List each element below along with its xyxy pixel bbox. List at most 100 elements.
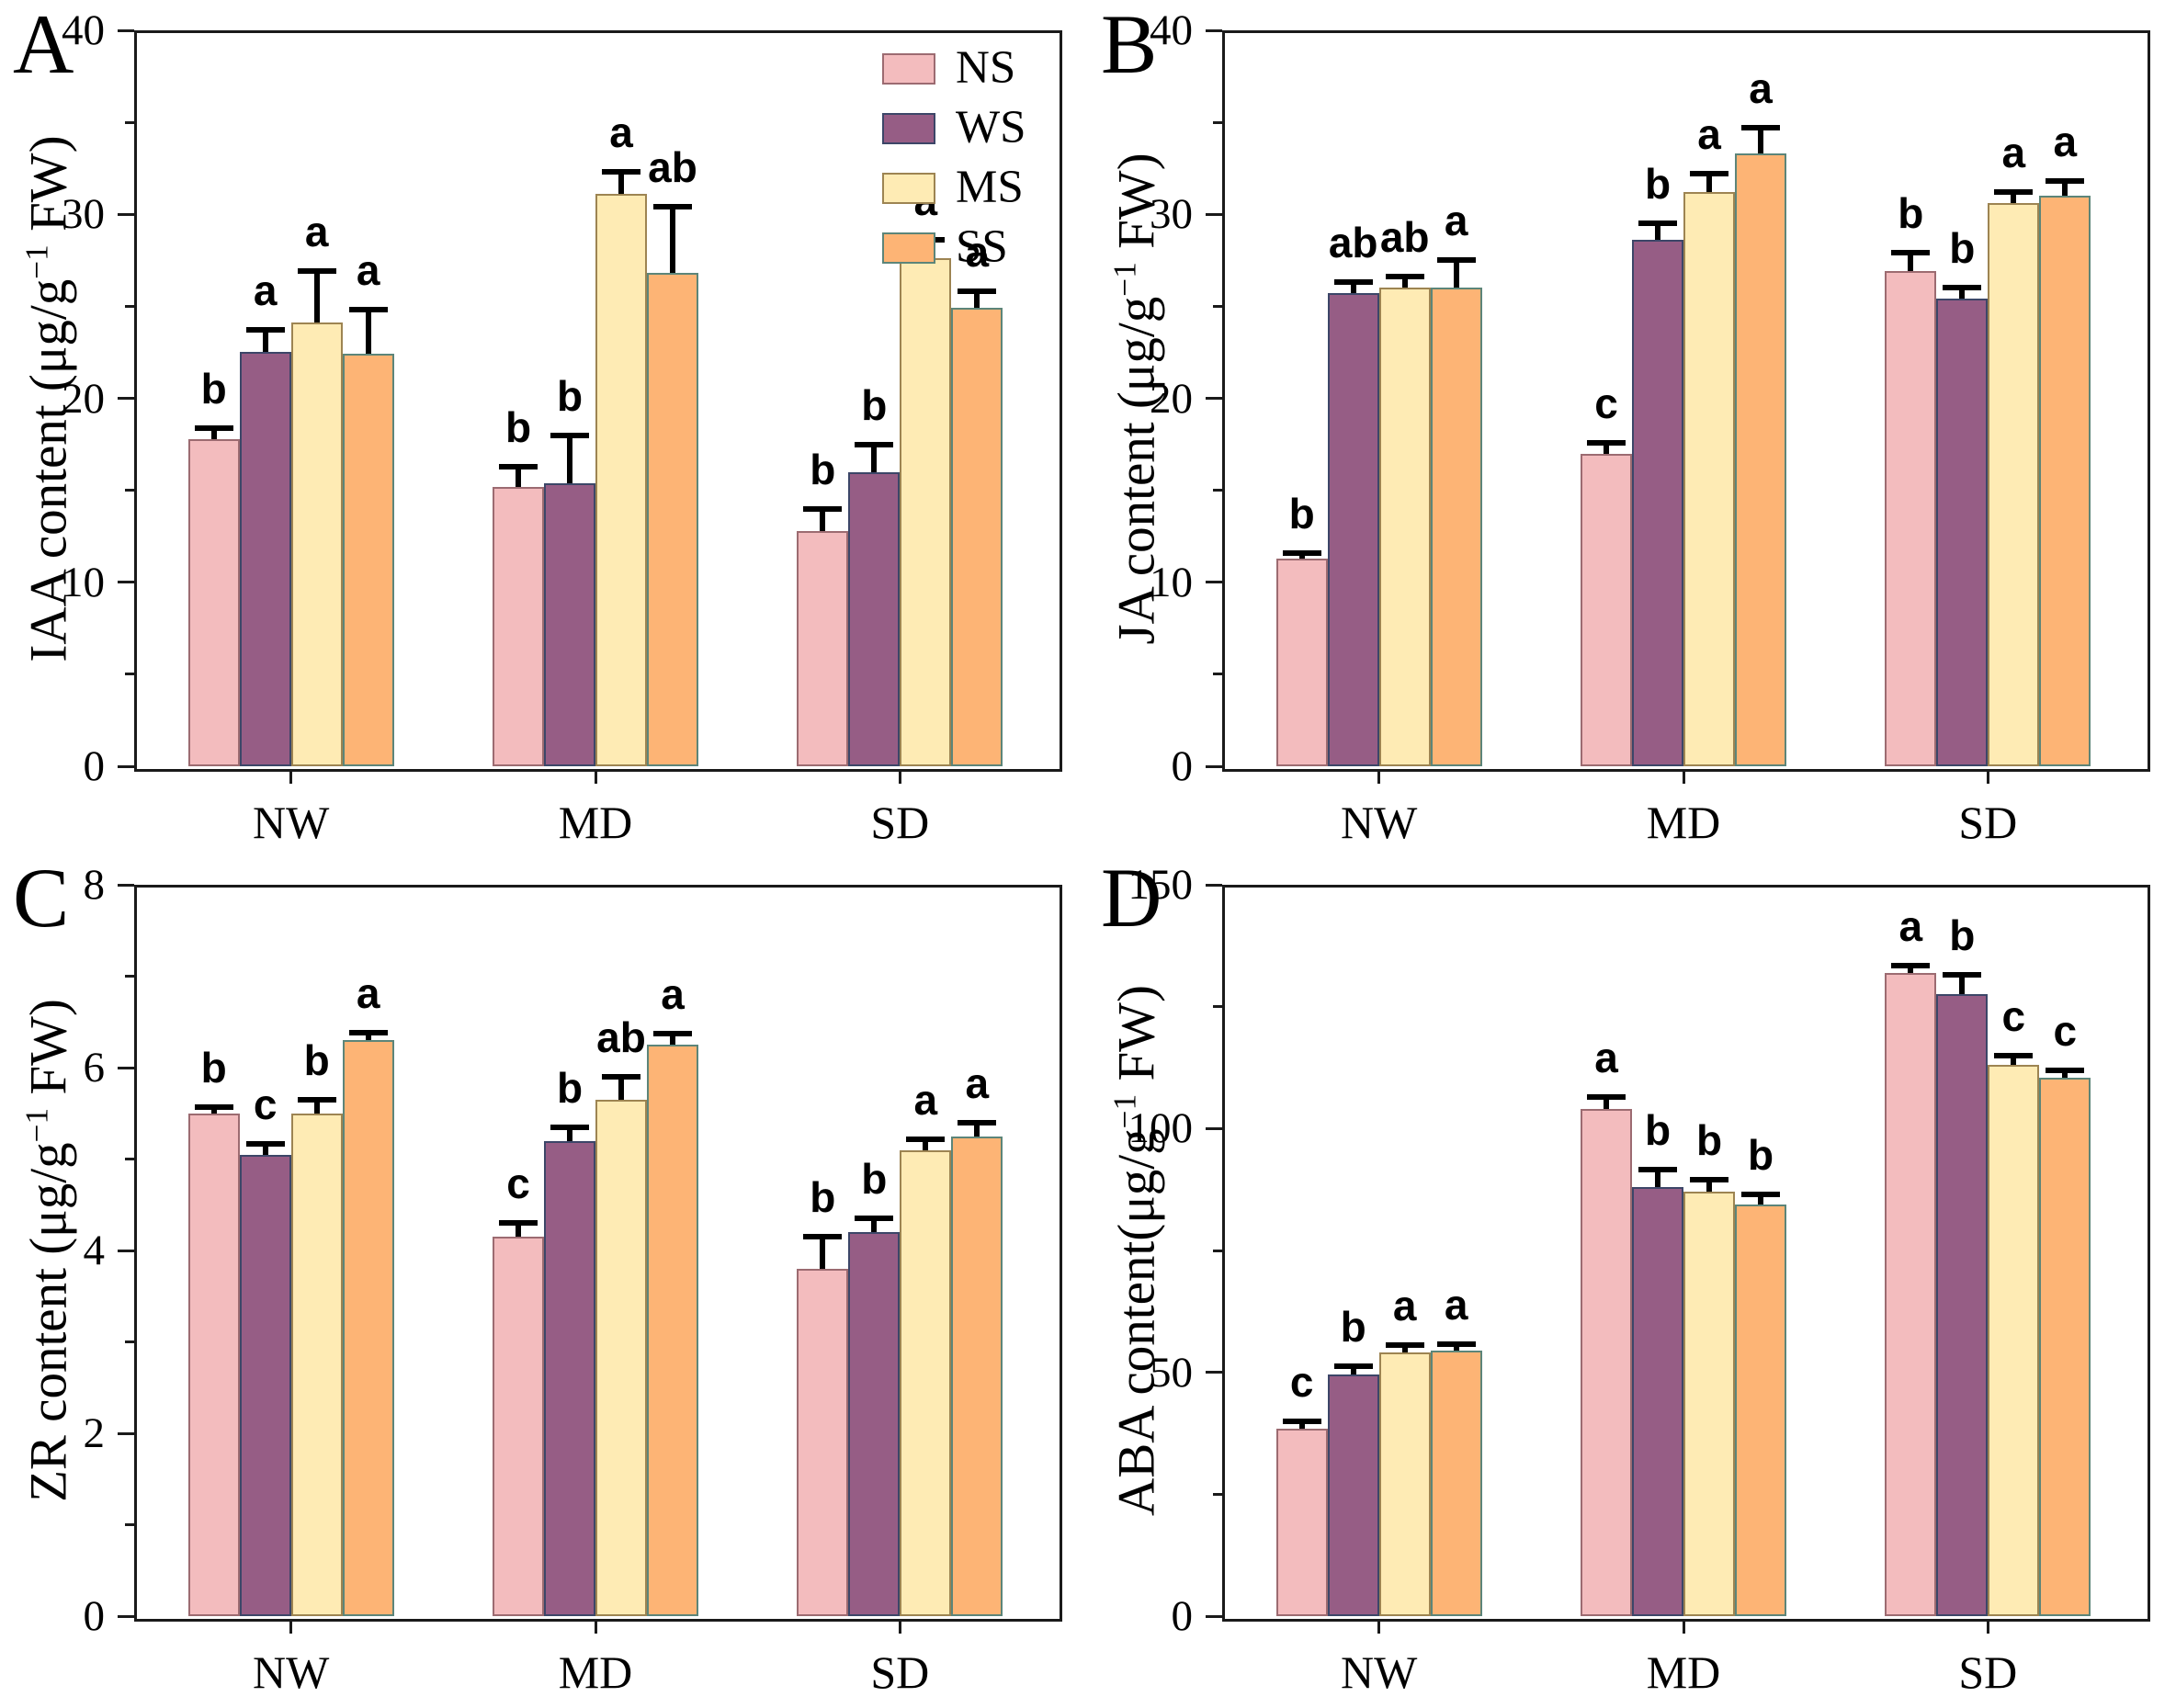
y-tick-label: 30: [62, 190, 105, 239]
x-tick: [289, 1619, 293, 1634]
error-cap: [855, 1216, 894, 1222]
y-tick-major: [1206, 1371, 1222, 1374]
error-cap: [653, 1031, 692, 1037]
y-tick-major: [1206, 212, 1222, 216]
error-bar: [618, 1076, 624, 1100]
y-tick-major: [1206, 764, 1222, 768]
error-cap: [2046, 1067, 2085, 1073]
panel-c-zr: C ZR content (μg/g−1 FW) 0 2 4 6 8 NW b c b a MD c b ab…: [0, 854, 1088, 1708]
significance-letter: a: [356, 969, 380, 1018]
error-bar: [1959, 975, 1966, 995]
bar-ns-nw: [187, 438, 240, 766]
significance-letter: b: [1898, 189, 1924, 238]
error-cap: [194, 1103, 233, 1110]
x-tick: [1682, 769, 1685, 784]
bar-ms-md: [595, 1099, 647, 1616]
significance-letter: c: [506, 1159, 530, 1208]
y-tick-label: 0: [1171, 742, 1194, 790]
significance-letter: a: [1444, 1281, 1468, 1329]
error-cap: [1741, 125, 1780, 131]
significance-letter: c: [2053, 1006, 2078, 1055]
significance-letter: b: [810, 445, 836, 493]
bar-ns-md: [1581, 453, 1632, 766]
y-tick-label: 8: [83, 861, 106, 909]
panel-letter: B: [1101, 0, 1158, 91]
error-cap: [906, 1136, 946, 1142]
error-bar: [670, 207, 675, 274]
y-tick-minor: [1213, 1249, 1222, 1252]
bar-ns-md: [493, 486, 544, 766]
x-tick: [898, 1619, 901, 1634]
significance-letter: a: [913, 1075, 938, 1124]
bar-ws-sd: [848, 471, 901, 766]
legend: NS WS MS SS: [882, 45, 1026, 271]
y-tick-major: [118, 764, 134, 768]
y-tick-major: [1206, 1126, 1222, 1130]
error-bar: [313, 1099, 320, 1114]
error-bar: [1758, 1193, 1763, 1205]
y-tick-major: [118, 212, 134, 216]
significance-letter: b: [556, 1063, 584, 1112]
x-category-label: NW: [253, 797, 330, 848]
significance-letter: b: [303, 1035, 330, 1084]
error-bar: [1706, 174, 1712, 193]
significance-letter: a: [1444, 197, 1468, 245]
bar-ns-sd: [1885, 271, 1937, 766]
significance-letter: ab: [596, 1012, 646, 1061]
significance-letter: b: [504, 402, 532, 451]
error-cap: [958, 288, 997, 295]
bar-ws-md: [544, 482, 595, 766]
error-bar: [262, 330, 268, 353]
bar-ss-sd: [951, 1136, 1003, 1616]
error-bar: [820, 508, 826, 531]
bar-ws-md: [1632, 240, 1683, 766]
y-tick-label: 40: [62, 6, 105, 54]
error-cap: [1741, 1191, 1780, 1197]
significance-letter: b: [1288, 489, 1315, 537]
bar-ms-nw: [1378, 288, 1431, 766]
error-bar: [365, 1033, 371, 1041]
bar-ss-sd: [2039, 196, 2091, 766]
significance-letter: b: [810, 1173, 836, 1222]
error-bar: [1453, 260, 1459, 288]
error-bar: [210, 427, 217, 439]
error-bar: [1758, 128, 1763, 154]
significance-letter: a: [609, 108, 633, 157]
panel-d-aba: D ABA content(μg/g−1 FW) 0 50 100 150 NW c b a a MD…: [1088, 854, 2176, 1708]
y-tick-major: [1206, 883, 1222, 887]
bar-ss-nw: [1430, 1350, 1482, 1616]
bar-ms-nw: [290, 1113, 343, 1616]
y-axis-title-part: −1: [18, 243, 55, 279]
error-bar: [516, 1223, 521, 1238]
error-bar: [2011, 1055, 2017, 1066]
significance-letter: a: [965, 1058, 990, 1107]
error-bar: [670, 1034, 675, 1046]
error-bar: [871, 1218, 878, 1233]
error-bar: [974, 291, 980, 309]
y-tick-minor: [1213, 1005, 1222, 1009]
error-bar: [262, 1143, 268, 1155]
x-category-label: NW: [1341, 1646, 1418, 1698]
y-tick-major: [1206, 581, 1222, 584]
significance-letter: b: [1644, 1106, 1672, 1155]
legend-item-ns: NS: [882, 45, 1026, 92]
y-tick-major: [118, 581, 134, 584]
error-cap: [550, 1124, 589, 1130]
error-bar: [974, 1122, 980, 1137]
significance-letter: b: [1644, 160, 1672, 209]
x-tick: [289, 769, 293, 784]
error-cap: [1690, 1177, 1728, 1183]
y-axis-title: ABA content(μg/g−1 FW): [1107, 985, 1166, 1516]
error-bar: [313, 271, 320, 323]
bar-ws-md: [1632, 1187, 1683, 1616]
x-category-label: MD: [558, 1646, 633, 1698]
y-tick-label: 50: [1150, 1348, 1193, 1397]
y-tick-minor: [125, 975, 134, 978]
significance-letter: b: [556, 371, 584, 420]
bar-ns-nw: [187, 1113, 240, 1616]
significance-letter: b: [1695, 1116, 1723, 1165]
significance-letter: b: [861, 1155, 888, 1204]
error-cap: [1385, 1342, 1424, 1349]
error-cap: [1587, 1093, 1626, 1100]
